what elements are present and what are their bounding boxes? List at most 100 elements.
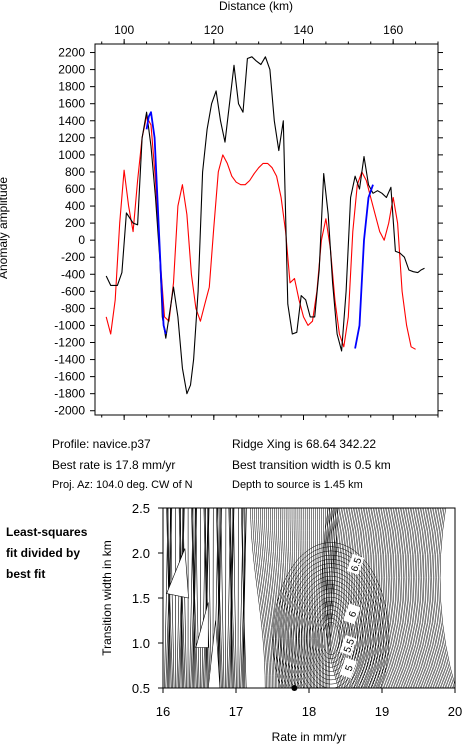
contour-line	[322, 508, 339, 688]
top-x-tick-label: 120	[204, 23, 224, 37]
contour-line	[381, 508, 398, 688]
contour-line	[270, 508, 281, 688]
contour-line	[275, 508, 285, 688]
contour-ring	[285, 563, 377, 688]
top-y-tick-label: -800	[61, 301, 85, 315]
contour-ring	[277, 550, 384, 688]
contour-line	[364, 508, 381, 688]
contour-line	[327, 508, 344, 688]
model-anomaly-line	[105, 115, 416, 350]
contour-label-bg	[339, 657, 357, 679]
contour-line	[413, 508, 430, 688]
contour-label-bg	[346, 553, 365, 575]
bottom-y-tick-label: 0.5	[132, 681, 150, 696]
contour-label-bg	[339, 634, 357, 656]
contour-line	[416, 508, 433, 688]
contour-line	[256, 508, 270, 688]
top-y-tick-label: -1400	[54, 353, 85, 367]
bottom-y-tick-label: 2.5	[132, 501, 150, 516]
top-y-tick-label: -600	[61, 284, 85, 298]
blank-wedge	[195, 602, 209, 648]
top-y-tick-label: 400	[65, 199, 85, 213]
contour-line	[439, 508, 455, 687]
side-description: Least-squares fit divided by best fit	[6, 522, 87, 585]
contour-line	[392, 508, 409, 688]
contour-line	[283, 508, 291, 688]
bottom-y-ticks: 2.5 2.0 1.5 1.0 0.5	[132, 501, 163, 696]
contour-labels: 6.5 6 5.5 5	[339, 553, 365, 679]
contour-line	[262, 508, 275, 688]
contour-line	[201, 508, 206, 688]
contour-line	[167, 508, 173, 688]
bottom-x-tick-label: 20	[448, 704, 462, 719]
contour-line	[386, 508, 403, 688]
top-y-tick-label: -1600	[54, 370, 85, 384]
contour-line	[387, 508, 404, 688]
contour-line	[421, 508, 438, 688]
bottom-x-tick-label: 18	[302, 704, 316, 719]
contour-line	[204, 508, 211, 688]
contour-ring	[322, 622, 340, 655]
bottom-y-tick-label: 1.5	[132, 591, 150, 606]
contour-line	[299, 508, 302, 688]
contour-line	[313, 508, 316, 688]
top-plot-frame	[94, 43, 439, 416]
bottom-y-axis-title: Transition width in km	[100, 540, 114, 656]
contour-line	[382, 508, 399, 688]
contour-line	[266, 508, 278, 688]
contour-line	[397, 508, 415, 688]
contour-line	[419, 508, 436, 688]
contour-line	[369, 508, 386, 688]
top-y-tick-label: -2000	[54, 404, 85, 418]
anomaly-profile-chart: Distance (km) 100 120 140 160 2200200018001…	[0, 0, 443, 420]
contour-line	[431, 508, 448, 688]
contour-label-text: 6.5	[349, 556, 364, 573]
blank-wedge	[166, 548, 189, 599]
contour-line	[402, 508, 420, 688]
contour-line	[389, 508, 406, 688]
side-label-line-3: best fit	[6, 567, 46, 581]
top-y-tick-label: 1200	[58, 131, 85, 145]
contour-line	[243, 508, 245, 688]
contour-line	[327, 508, 336, 688]
contour-line	[345, 508, 362, 688]
contour-ring	[290, 571, 371, 688]
bottom-y-tick-label: 2.0	[132, 546, 150, 561]
contour-line	[407, 508, 425, 688]
contour-line	[434, 508, 451, 688]
contour-line	[325, 508, 342, 688]
top-x-tick-label: 160	[383, 23, 403, 37]
contour-line	[203, 508, 210, 688]
contour-line	[293, 508, 298, 688]
contour-line	[436, 508, 453, 688]
contour-label: 5	[339, 657, 357, 679]
contour-line	[374, 508, 391, 688]
contour-line	[394, 508, 411, 688]
bottom-plot-frame	[162, 507, 456, 689]
bottom-x-axis-title: Rate in mm/yr	[272, 730, 347, 744]
contour-line	[195, 508, 200, 688]
contour-line	[355, 508, 373, 688]
contour-line	[258, 508, 272, 688]
bottom-x-tick-label: 17	[229, 704, 243, 719]
contour-label-text: 6	[347, 609, 359, 618]
top-y-tick-label: 600	[65, 182, 85, 196]
contour-line	[254, 508, 269, 688]
top-y-tick-label: 1000	[58, 148, 85, 162]
fit-segment-right-line	[354, 184, 374, 349]
contour-line	[418, 508, 435, 688]
contour-line	[326, 508, 334, 688]
contour-line	[252, 508, 267, 688]
top-x-tick-label: 100	[114, 23, 134, 37]
contour-line	[324, 508, 341, 688]
contour-line	[404, 508, 421, 688]
contour-line	[324, 508, 332, 688]
top-x-tick-label: 140	[293, 23, 313, 37]
contour-ring	[275, 546, 387, 688]
contour-line	[391, 508, 408, 688]
contour-line	[379, 508, 396, 688]
contour-ring	[319, 617, 343, 660]
contour-line	[401, 508, 418, 688]
contour-ring	[283, 559, 379, 688]
contour-line	[295, 508, 300, 688]
